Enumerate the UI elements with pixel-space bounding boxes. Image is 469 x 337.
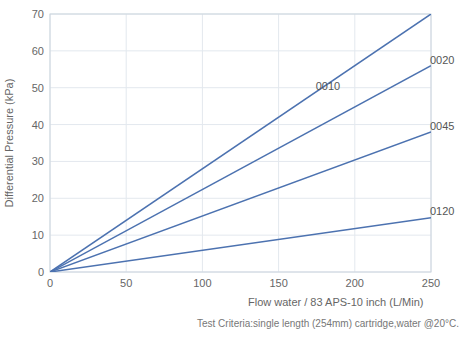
series-line xyxy=(50,218,431,272)
y-grid-line xyxy=(50,235,431,236)
x-tick-label: 150 xyxy=(269,277,287,289)
chart: 0 50 100 150 200 250 0 10 20 30 40 50 60 70 0010 0020 00… xyxy=(0,0,469,337)
y-grid-line xyxy=(50,124,431,125)
annotation: 0010 xyxy=(316,80,340,92)
y-tick-label: 30 xyxy=(32,155,44,167)
annotation: 0120 xyxy=(430,205,454,217)
x-tick-label: 0 xyxy=(47,277,53,289)
grid xyxy=(50,14,431,272)
x-grid-line xyxy=(126,14,127,272)
x-grid-line xyxy=(278,14,279,272)
x-tick-label: 100 xyxy=(193,277,211,289)
y-grid-line xyxy=(50,161,431,162)
annotation: 0020 xyxy=(430,54,454,66)
y-tick-label: 50 xyxy=(32,82,44,94)
series-line xyxy=(50,14,431,272)
y-axis-label: Differential Pressure (kPa) xyxy=(3,79,15,208)
series-line xyxy=(50,132,431,272)
x-tick-label: 250 xyxy=(422,277,440,289)
lines xyxy=(50,14,431,272)
y-tick-label: 0 xyxy=(38,266,44,278)
x-tick-label: 50 xyxy=(120,277,132,289)
subtitle: Test Criteria:single length (254mm) cart… xyxy=(197,318,459,329)
y-grid-line xyxy=(50,87,431,88)
x-tick-label: 200 xyxy=(346,277,364,289)
y-tick-label: 10 xyxy=(32,229,44,241)
y-tick-label: 40 xyxy=(32,119,44,131)
x-grid-line xyxy=(354,14,355,272)
y-tick-label: 70 xyxy=(32,8,44,20)
x-axis-label: Flow water / 83 APS-10 inch (L/Min) xyxy=(248,296,423,308)
y-tick-label: 60 xyxy=(32,45,44,57)
plot-frame xyxy=(50,14,431,272)
annotation: 0045 xyxy=(430,120,454,132)
y-grid-line xyxy=(50,50,431,51)
x-grid-line xyxy=(202,14,203,272)
y-grid-line xyxy=(50,198,431,199)
series-line xyxy=(50,66,431,272)
y-tick-label: 20 xyxy=(32,192,44,204)
